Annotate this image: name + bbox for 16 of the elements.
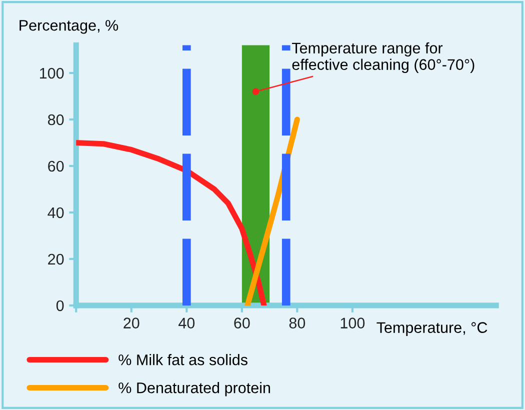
x-tick-label: 80 <box>289 318 306 328</box>
y-tick-label: 40 <box>48 207 64 218</box>
annotation: Temperature range for effective cleaning (60°-70°) <box>292 42 474 73</box>
y-tick-label: 100 <box>40 68 64 79</box>
y-axis-title: Percentage, % <box>20 20 118 34</box>
legend-label: % Denaturated protein <box>118 382 270 396</box>
y-tick-label: 60 <box>48 160 64 172</box>
x-tick-label: 20 <box>124 318 140 328</box>
y-tick-label: 80 <box>48 114 64 126</box>
legend-label: % Milk fat as solids <box>118 354 248 366</box>
y-tick-label: 20 <box>48 254 64 265</box>
y-tick-label: 0 <box>56 300 64 312</box>
x-tick-label: 100 <box>340 318 365 328</box>
x-tick-label: 60 <box>234 318 250 328</box>
x-axis-title: Temperature, °C <box>376 322 488 336</box>
x-tick-label: 40 <box>178 318 195 328</box>
